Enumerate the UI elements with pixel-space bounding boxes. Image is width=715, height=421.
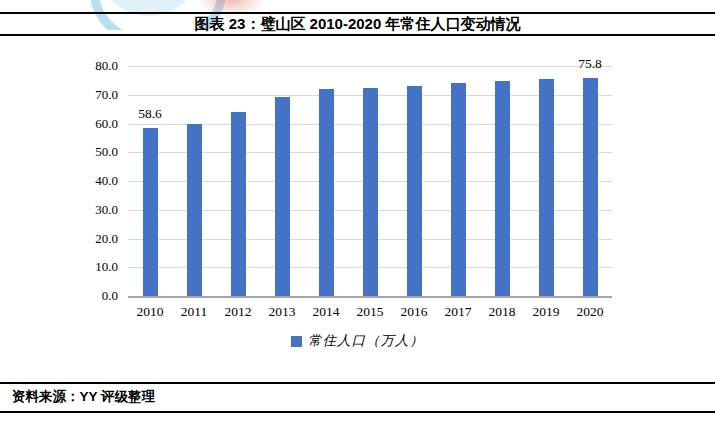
y-axis-tick-label: 10.0: [66, 259, 118, 275]
x-axis-tick-label: 2014: [304, 304, 348, 320]
y-axis-tick-label: 60.0: [66, 116, 118, 132]
chart-legend: 常住人口（万人）: [0, 332, 715, 350]
y-axis-tick-label: 70.0: [66, 87, 118, 103]
y-axis-tick-label: 30.0: [66, 202, 118, 218]
bar: [143, 128, 158, 296]
bar: [187, 124, 202, 296]
x-axis-tick-label: 2019: [524, 304, 568, 320]
x-axis-tick-label: 2016: [392, 304, 436, 320]
x-axis-tick-label: 2017: [436, 304, 480, 320]
bar: [407, 86, 422, 296]
bottom-rule: [0, 411, 715, 413]
bar-chart: 0.010.020.030.040.050.060.070.080.020102…: [0, 0, 715, 421]
x-axis-tick-label: 2013: [260, 304, 304, 320]
bar: [363, 88, 378, 296]
bar: [319, 89, 334, 296]
bar: [275, 97, 290, 296]
y-axis-tick-label: 80.0: [66, 58, 118, 74]
x-axis-tick-label: 2015: [348, 304, 392, 320]
x-axis-tick-label: 2018: [480, 304, 524, 320]
bar: [495, 81, 510, 296]
value-label: 58.6: [120, 106, 180, 122]
y-axis-tick-label: 20.0: [66, 231, 118, 247]
legend-square-icon: [291, 336, 302, 347]
x-axis-tick-label: 2010: [128, 304, 172, 320]
x-axis-tick-label: 2011: [172, 304, 216, 320]
legend-label: 常住人口（万人）: [308, 332, 424, 350]
bar: [539, 79, 554, 296]
value-label: 75.8: [560, 56, 620, 72]
x-axis-tick-label: 2020: [568, 304, 612, 320]
gridline: [128, 66, 612, 67]
source-rule: [0, 382, 715, 384]
bar: [451, 83, 466, 296]
x-axis-tick-label: 2012: [216, 304, 260, 320]
source-text: 资料来源：YY 评级整理: [12, 388, 155, 406]
bar: [231, 112, 246, 296]
figure-page: 图表 23：璧山区 2010-2020 年常住人口变动情况 0.010.020.…: [0, 0, 715, 421]
y-axis-tick-label: 0.0: [66, 288, 118, 304]
bar: [583, 78, 598, 296]
y-axis-tick-label: 40.0: [66, 173, 118, 189]
y-axis-tick-label: 50.0: [66, 144, 118, 160]
x-axis-line: [128, 296, 612, 298]
